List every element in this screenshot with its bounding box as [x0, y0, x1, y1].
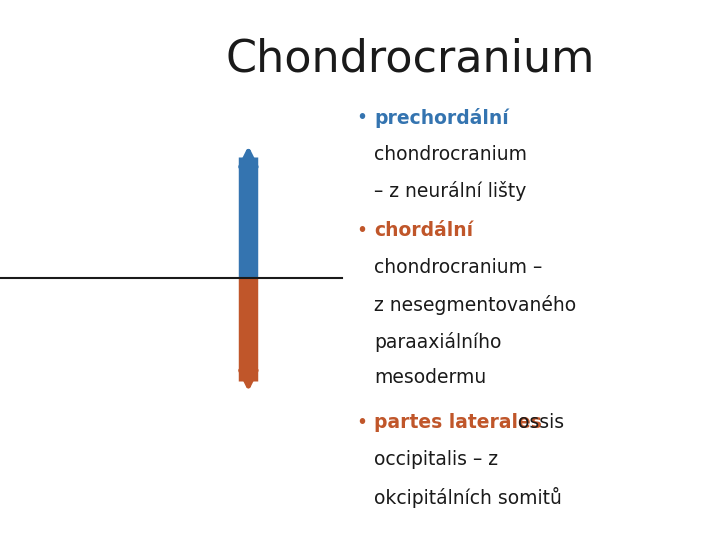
Text: •: •: [356, 413, 367, 432]
Text: z nesegmentovaného: z nesegmentovaného: [374, 295, 577, 315]
Text: okcipitálních somitů: okcipitálních somitů: [374, 487, 562, 508]
Text: occipitalis – z: occipitalis – z: [374, 450, 498, 469]
Text: – z neurální lišty: – z neurální lišty: [374, 181, 527, 201]
Text: chondrocranium: chondrocranium: [374, 145, 528, 164]
Text: chondrocranium –: chondrocranium –: [374, 258, 543, 277]
Text: prechordální: prechordální: [374, 108, 509, 128]
Text: Chondrocranium: Chondrocranium: [225, 38, 595, 81]
Text: paraaxiálního: paraaxiálního: [374, 332, 502, 352]
Text: partes laterales: partes laterales: [374, 413, 542, 432]
Text: chordální: chordální: [374, 221, 474, 240]
Text: •: •: [356, 108, 367, 127]
Text: mesodermu: mesodermu: [374, 368, 487, 387]
Text: ossis: ossis: [518, 413, 564, 432]
Text: •: •: [356, 221, 367, 240]
